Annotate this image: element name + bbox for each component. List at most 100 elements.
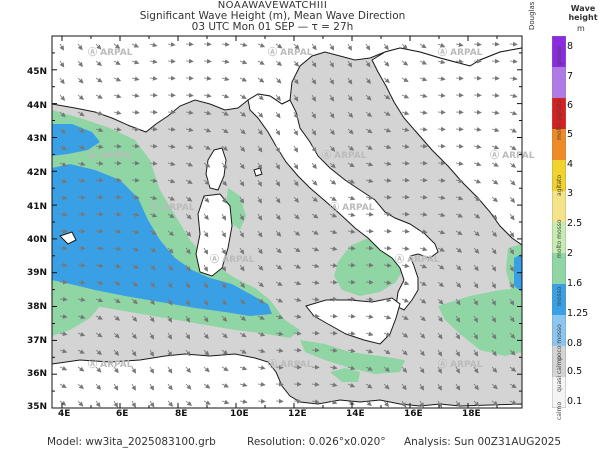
colorbar-value: 3 xyxy=(567,188,574,199)
wave-direction-arrow xyxy=(383,280,392,285)
wave-direction-arrow xyxy=(221,399,230,405)
wave-direction-arrow xyxy=(257,111,264,118)
wave-direction-arrow xyxy=(401,400,407,408)
lat-label: 40N xyxy=(27,235,48,245)
wave-direction-arrow xyxy=(419,76,428,82)
wave-direction-arrow xyxy=(293,247,301,253)
wave-direction-arrow xyxy=(473,196,481,201)
sea-state-label: mosso xyxy=(556,286,563,306)
wave-direction-arrow xyxy=(437,42,446,48)
wave-direction-arrow xyxy=(149,42,158,48)
wave-direction-arrow xyxy=(365,128,373,134)
wave-direction-arrow xyxy=(167,161,176,167)
wave-direction-arrow xyxy=(455,178,464,184)
wave-direction-arrow xyxy=(383,262,392,268)
wave-direction-arrow xyxy=(149,264,156,271)
colorbar-value: 0.5 xyxy=(567,366,583,377)
wave-direction-arrow xyxy=(131,298,138,305)
wave-direction-arrow xyxy=(149,366,154,374)
wave-direction-arrow xyxy=(77,383,84,390)
wave-direction-arrow xyxy=(401,246,410,251)
wave-direction-arrow xyxy=(77,178,86,183)
wave-direction-arrow xyxy=(257,382,266,387)
wave-direction-arrow xyxy=(221,145,229,151)
wave-direction-arrow xyxy=(257,298,265,304)
wave-direction-arrow xyxy=(491,332,497,340)
wave-direction-arrow xyxy=(491,179,499,185)
footer-resolution: Resolution: 0.026°x0.020° xyxy=(247,436,386,448)
watermark-text: Ⓐ ARPAL xyxy=(490,149,535,161)
wave-direction-arrow xyxy=(167,281,173,289)
wave-direction-arrow xyxy=(239,42,248,48)
wave-direction-arrow xyxy=(437,93,446,98)
wave-direction-arrow xyxy=(113,281,122,286)
lat-label: 35N xyxy=(27,402,48,412)
wave-direction-arrow xyxy=(113,127,122,132)
wave-direction-arrow xyxy=(113,43,121,49)
wave-direction-arrow xyxy=(419,315,426,322)
wave-direction-arrow xyxy=(491,349,497,357)
wave-direction-arrow xyxy=(113,332,120,339)
colorbar-value: 8 xyxy=(567,41,574,52)
wave-direction-arrow xyxy=(77,366,85,372)
wave-direction-arrow xyxy=(221,179,228,187)
wave-direction-arrow xyxy=(203,162,211,168)
wave-direction-arrow xyxy=(293,196,300,203)
wave-direction-arrow xyxy=(293,280,302,286)
wave-direction-arrow xyxy=(329,145,336,152)
wave-direction-arrow xyxy=(509,298,515,306)
wave-direction-arrow xyxy=(293,314,302,319)
wave-direction-arrow xyxy=(473,247,480,254)
wave-direction-arrow xyxy=(509,58,518,64)
wave-direction-arrow xyxy=(275,196,281,204)
wave-direction-arrow xyxy=(437,264,445,270)
wave-direction-arrow xyxy=(167,196,176,201)
wave-direction-arrow xyxy=(239,128,246,135)
wave-direction-arrow xyxy=(491,93,500,98)
lon-label: 16E xyxy=(404,409,423,419)
wave-direction-arrow xyxy=(365,211,374,217)
wave-direction-arrow xyxy=(437,349,443,357)
wave-direction-arrow xyxy=(167,178,176,184)
wave-direction-arrow xyxy=(239,247,245,255)
wave-direction-arrow xyxy=(149,178,158,183)
lat-label: 39N xyxy=(27,268,48,278)
wave-direction-arrow xyxy=(95,127,104,133)
wave-direction-arrow xyxy=(509,213,515,221)
wave-direction-arrow xyxy=(383,43,389,51)
wave-direction-arrow xyxy=(491,144,500,150)
wave-direction-arrow xyxy=(203,400,211,405)
wave-direction-arrow xyxy=(509,383,517,389)
wave-direction-arrow xyxy=(239,332,247,338)
wave-direction-arrow xyxy=(275,348,284,353)
wave-direction-arrow xyxy=(509,179,516,186)
wave-direction-arrow xyxy=(203,264,208,272)
wave-direction-arrow xyxy=(239,196,245,204)
watermark-text: Ⓐ ARPAL xyxy=(438,358,483,370)
wave-direction-arrow xyxy=(257,348,266,354)
wave-direction-arrow xyxy=(77,331,86,337)
land-elba xyxy=(253,167,263,177)
wave-direction-arrow xyxy=(419,400,424,408)
wave-direction-arrow xyxy=(131,126,140,132)
wave-direction-arrow xyxy=(59,296,68,302)
wave-direction-arrow xyxy=(95,332,103,338)
wave-direction-arrow xyxy=(311,60,317,68)
wave-direction-arrow xyxy=(131,264,139,269)
wave-direction-arrow xyxy=(437,366,442,374)
wave-direction-arrow xyxy=(419,246,428,252)
wave-direction-arrow xyxy=(131,76,140,82)
wave-direction-arrow xyxy=(473,127,482,132)
wave-direction-arrow xyxy=(131,229,140,235)
wave-direction-arrow xyxy=(455,281,462,288)
wave-direction-arrow xyxy=(419,349,425,357)
wave-direction-arrow xyxy=(185,264,191,272)
wave-direction-arrow xyxy=(167,213,175,219)
wave-direction-arrow xyxy=(221,264,227,272)
product-title: Significant Wave Height (m), Mean Wave D… xyxy=(139,10,406,22)
lon-label: 12E xyxy=(288,409,307,419)
wave-direction-arrow xyxy=(293,230,301,236)
wave-direction-arrow xyxy=(437,281,445,288)
wave-direction-arrow xyxy=(221,213,227,221)
wave-direction-arrow xyxy=(257,77,265,83)
